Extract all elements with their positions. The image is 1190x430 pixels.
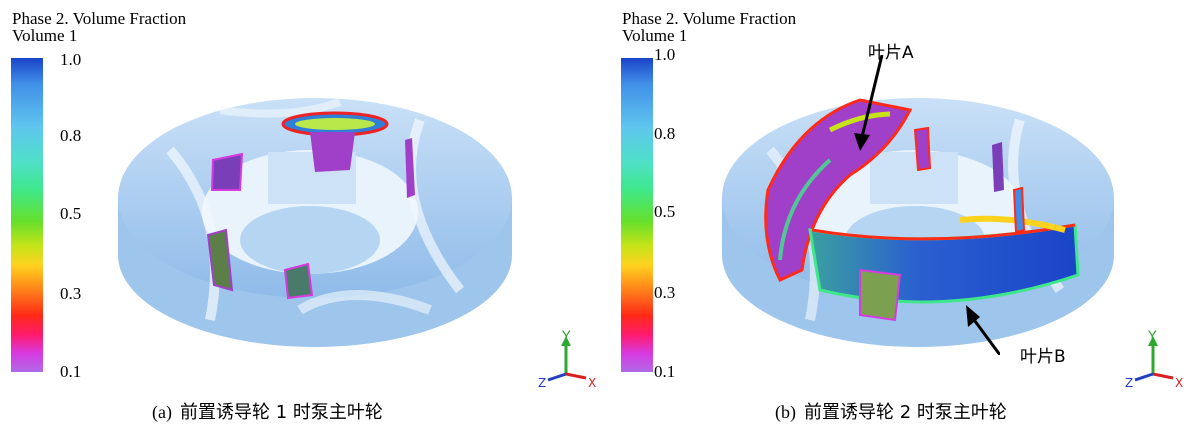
scale-tick-label: 0.1 <box>60 362 82 381</box>
annotation-arrows <box>854 55 1000 355</box>
caption-a: (a) 前置诱导轮 1 时泵主叶轮 <box>152 402 383 423</box>
impeller-render-a <box>118 98 512 347</box>
scale-tick-label: 0.1 <box>654 362 676 381</box>
axis-triad-b <box>1134 336 1174 382</box>
axis-z-label: Z <box>1125 376 1134 390</box>
panel-a: Phase 2. Volume Fraction Volume 1 1.0 0.… <box>11 9 597 423</box>
color-scale-bar <box>621 58 653 372</box>
scale-tick-label: 0.8 <box>60 126 82 145</box>
annotation-blade-a: 叶片A <box>868 43 914 63</box>
axis-y-label: Y <box>562 329 571 345</box>
annotation-blade-b: 叶片B <box>1020 347 1066 367</box>
scale-tick-label: 0.8 <box>654 124 676 143</box>
scale-tick-label: 0.5 <box>60 204 82 223</box>
impeller-render-b <box>722 98 1114 347</box>
axis-z-label: Z <box>538 376 547 390</box>
legend-title: Phase 2. Volume Fraction Volume 1 <box>12 9 187 45</box>
scale-tick-label: 1.0 <box>60 50 82 69</box>
legend-title: Phase 2. Volume Fraction Volume 1 <box>622 9 797 45</box>
scale-tick-label: 0.3 <box>60 284 82 303</box>
scale-tick-label: 1.0 <box>654 45 676 64</box>
axis-y-label: Y <box>1148 329 1157 345</box>
axis-x-label: X <box>588 376 597 390</box>
axis-x-label: X <box>1175 376 1184 390</box>
panel-b: Phase 2. Volume Fraction Volume 1 1.0 0.… <box>610 0 1190 430</box>
scale-tick-label: 0.5 <box>654 202 676 221</box>
scale-tick-label: 0.3 <box>654 283 676 302</box>
axis-triad-a <box>547 336 587 382</box>
color-scale-bar <box>11 58 43 372</box>
caption-b: (b) 前置诱导轮 2 时泵主叶轮 <box>775 402 1007 423</box>
